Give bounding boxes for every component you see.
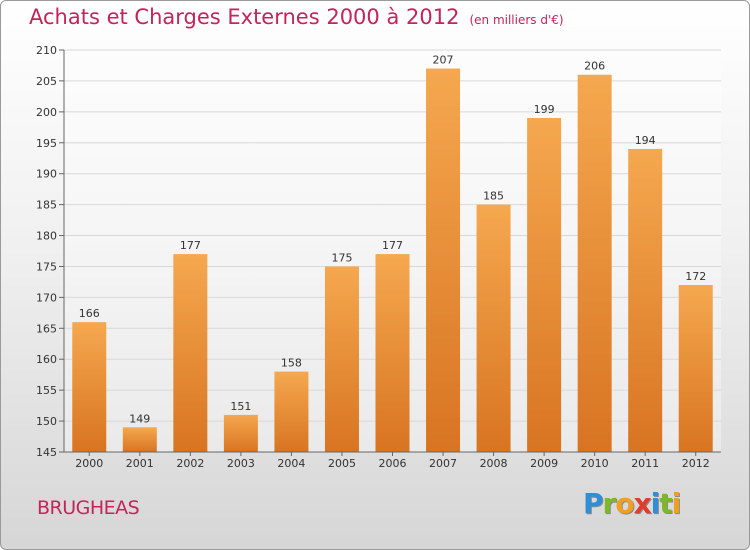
- x-tick-label: 2003: [227, 457, 255, 470]
- y-tick-label: 185: [36, 199, 57, 212]
- y-tick-label: 150: [36, 415, 57, 428]
- x-tick-label: 2006: [379, 457, 407, 470]
- bars: [72, 68, 713, 453]
- bar-2003: [223, 414, 258, 452]
- bar-2011: [628, 148, 663, 452]
- x-tick-label: 2011: [631, 457, 659, 470]
- logo-letter: x: [633, 487, 652, 520]
- logo-letter: P: [583, 487, 604, 520]
- y-tick-label: 200: [36, 106, 57, 119]
- x-tick-label: 2000: [75, 457, 103, 470]
- data-label: 199: [534, 103, 555, 116]
- data-label: 166: [79, 307, 100, 320]
- x-tick-label: 2001: [126, 457, 154, 470]
- bar-2006: [375, 254, 410, 452]
- proxiti-logo: Proxiti: [583, 487, 682, 520]
- bar-2009: [527, 118, 562, 453]
- bar-2007: [426, 68, 461, 453]
- x-tick-label: 2004: [277, 457, 305, 470]
- x-axis-ticks: 2000 2001 2002 2003 2004 2005 2006 2007 2008 2009…: [75, 452, 710, 470]
- data-label: 158: [281, 357, 302, 370]
- logo-letter: i: [671, 487, 682, 520]
- data-label: 177: [180, 239, 201, 252]
- y-tick-label: 210: [36, 44, 57, 57]
- y-tick-label: 155: [36, 384, 57, 397]
- bar-2010: [577, 74, 612, 452]
- y-tick-label: 205: [36, 75, 57, 88]
- data-label: 185: [483, 190, 504, 203]
- logo-letter: i: [650, 487, 661, 520]
- data-label: 207: [433, 54, 454, 67]
- data-label: 151: [230, 400, 251, 413]
- chart-title: Achats et Charges Externes 2000 à 2012 (e…: [29, 5, 564, 29]
- y-tick-label: 165: [36, 322, 57, 335]
- x-tick-label: 2002: [176, 457, 204, 470]
- y-tick-label: 195: [36, 137, 57, 150]
- data-label: 149: [129, 412, 150, 425]
- bar-2005: [324, 266, 359, 452]
- logo-letter: r: [602, 487, 617, 520]
- x-tick-label: 2008: [480, 457, 508, 470]
- logo-letter: o: [615, 487, 634, 520]
- bar-2002: [173, 254, 208, 452]
- data-label: 206: [584, 60, 605, 73]
- logo-letter: t: [659, 487, 672, 520]
- y-tick-label: 180: [36, 230, 57, 243]
- y-axis-ticks: 145 150 155 160 165 170 175 180 185 190 195 200 205 2…: [36, 44, 64, 459]
- data-label: 194: [635, 134, 656, 147]
- x-tick-label: 2007: [429, 457, 457, 470]
- x-tick-label: 2009: [530, 457, 558, 470]
- bar-2012: [678, 285, 713, 452]
- chart-title-text: Achats et Charges Externes 2000 à 2012: [29, 5, 460, 29]
- y-tick-label: 170: [36, 291, 57, 304]
- data-label: 175: [331, 251, 352, 264]
- data-label: 172: [685, 270, 706, 283]
- y-tick-label: 160: [36, 353, 57, 366]
- y-tick-label: 145: [36, 446, 57, 459]
- bar-2001: [122, 427, 157, 452]
- y-tick-label: 175: [36, 260, 57, 273]
- bar-2000: [72, 322, 107, 452]
- x-tick-label: 2010: [581, 457, 609, 470]
- bar-2008: [476, 204, 511, 452]
- data-labels: 166 149 177 151 158 175 177 207 185 199 206 194 172: [79, 54, 706, 426]
- data-label: 177: [382, 239, 403, 252]
- x-tick-label: 2012: [682, 457, 710, 470]
- chart-unit: (en milliers d'€): [469, 13, 564, 27]
- x-tick-label: 2005: [328, 457, 356, 470]
- y-tick-label: 190: [36, 168, 57, 181]
- commune-name: BRUGHEAS: [37, 497, 140, 519]
- bar-2004: [274, 371, 309, 452]
